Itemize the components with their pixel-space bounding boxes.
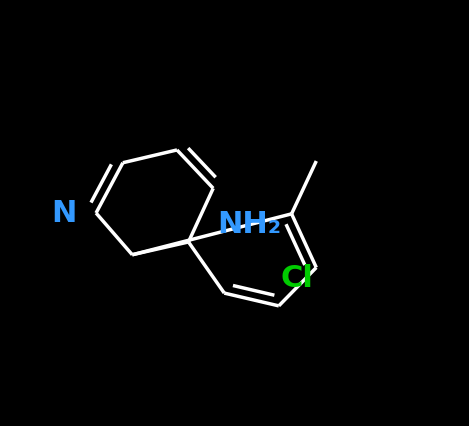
Text: NH₂: NH₂ [218,210,281,239]
Text: Cl: Cl [281,264,314,293]
Text: N: N [52,199,77,227]
